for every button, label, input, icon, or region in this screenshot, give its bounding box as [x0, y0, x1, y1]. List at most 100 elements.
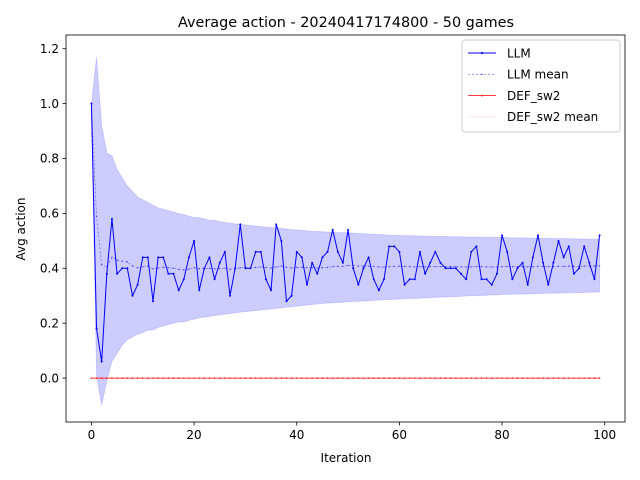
llm-mean-series-point — [280, 265, 283, 267]
def-sw2-series-point — [100, 377, 103, 379]
llm-series-point — [177, 289, 180, 292]
def-sw2-series-point — [557, 377, 560, 379]
llm-series-point — [213, 278, 216, 281]
def-sw2-series-point — [177, 377, 180, 379]
llm-mean-series-point — [321, 267, 324, 269]
x-tick-label: 20 — [186, 428, 201, 442]
def-sw2-series-point — [116, 377, 118, 379]
def-sw2-series-point — [593, 377, 596, 379]
llm-mean-series-point — [573, 265, 575, 268]
llm-mean-series-point — [188, 268, 190, 270]
llm-mean-series-point — [152, 268, 154, 270]
llm-series-point — [254, 250, 257, 253]
def-sw2-series-point — [521, 377, 524, 379]
llm-series-point — [157, 256, 160, 259]
def-sw2-series-point — [470, 377, 473, 379]
def-sw2-series-point — [141, 377, 144, 379]
llm-series-point — [490, 283, 493, 286]
llm-mean-series-point — [588, 265, 591, 267]
llm-mean-series-point — [527, 266, 529, 268]
llm-series-point — [388, 245, 391, 248]
def-sw2-series-point — [496, 377, 498, 379]
def-sw2-series-point — [588, 377, 591, 379]
def-sw2-series-point — [229, 377, 231, 379]
llm-mean-series-point — [177, 268, 180, 271]
def-sw2-series-point — [460, 377, 462, 379]
llm-mean-series-point — [311, 267, 313, 269]
llm-mean-series-point — [444, 265, 447, 268]
def-sw2-series-point — [465, 377, 467, 379]
def-sw2-series-point — [562, 377, 565, 379]
def-sw2-series-point — [403, 377, 406, 379]
def-sw2-series-point — [126, 377, 129, 379]
llm-series-point — [136, 283, 139, 286]
def-sw2-series-point — [383, 377, 385, 379]
llm-series-point — [521, 261, 524, 264]
llm-mean-series-point — [136, 267, 139, 269]
llm-mean-series-point — [265, 266, 267, 269]
llm-mean-series-point — [296, 266, 298, 269]
llm-mean-series-point — [326, 266, 329, 269]
llm-series-point — [116, 272, 119, 275]
llm-series-point — [511, 278, 514, 281]
def-sw2-series-point — [306, 377, 308, 379]
llm-mean-series-point — [337, 265, 339, 268]
def-sw2-series-point — [254, 377, 257, 379]
llm-series-point — [218, 261, 221, 264]
llm-mean-series-point — [193, 267, 195, 269]
legend-box — [461, 39, 621, 133]
llm-mean-series-point — [183, 269, 185, 271]
llm-series-point — [362, 267, 365, 270]
def-sw2-series-point — [342, 377, 344, 379]
def-sw2-series-point — [265, 377, 267, 379]
llm-series-point — [270, 289, 273, 292]
llm-series-point — [234, 267, 237, 270]
llm-series-point — [249, 267, 252, 270]
llm-mean-series-point — [260, 266, 262, 268]
def-sw2-series-point — [270, 377, 272, 379]
llm-mean-series-point — [537, 265, 539, 268]
chart-title: Average action - 20240417174800 - 50 gam… — [178, 15, 514, 31]
llm-mean-series-line — [91, 103, 600, 271]
llm-series-point — [239, 223, 242, 226]
def-sw2-series-point — [444, 377, 447, 379]
def-sw2-series-point — [260, 377, 262, 379]
def-sw2-series-point — [573, 377, 575, 379]
llm-series-point — [126, 267, 129, 270]
def-sw2-series-point — [414, 377, 416, 379]
def-sw2-series-point — [152, 377, 154, 379]
x-tick-label: 60 — [392, 428, 407, 442]
llm-series-point — [172, 272, 175, 275]
llm-mean-series-point — [455, 265, 457, 268]
llm-series-point — [162, 256, 165, 259]
llm-series-point — [567, 245, 570, 248]
llm-mean-series-point — [383, 266, 385, 268]
def-sw2-series-point — [393, 377, 396, 379]
llm-series-point — [383, 278, 385, 281]
llm-mean-series-point — [532, 265, 534, 268]
llm-mean-series-point — [167, 267, 170, 269]
llm-series-point — [182, 278, 185, 281]
llm-series-point — [311, 261, 314, 264]
legend-marker — [481, 94, 483, 97]
llm-mean-series-point — [388, 265, 390, 268]
llm-series-point — [536, 234, 539, 237]
llm-mean-series-point — [270, 267, 272, 269]
llm-series-point — [264, 278, 267, 281]
llm-series-point — [280, 239, 283, 242]
llm-mean-series-point — [198, 268, 200, 270]
def-sw2-series-point — [208, 377, 211, 379]
llm-series-point — [449, 267, 452, 270]
def-sw2-series-point — [234, 377, 236, 379]
llm-series-point — [439, 261, 442, 264]
llm-series-point — [588, 261, 591, 264]
llm-series-point — [105, 272, 108, 275]
def-sw2-series-point — [568, 377, 570, 379]
llm-mean-series-point — [208, 267, 211, 269]
llm-series-point — [244, 267, 247, 270]
llm-mean-series-point — [316, 267, 318, 269]
llm-series-point — [434, 250, 437, 253]
legend-item: DEF_sw2 — [468, 89, 560, 103]
def-sw2-series-point — [249, 377, 252, 379]
